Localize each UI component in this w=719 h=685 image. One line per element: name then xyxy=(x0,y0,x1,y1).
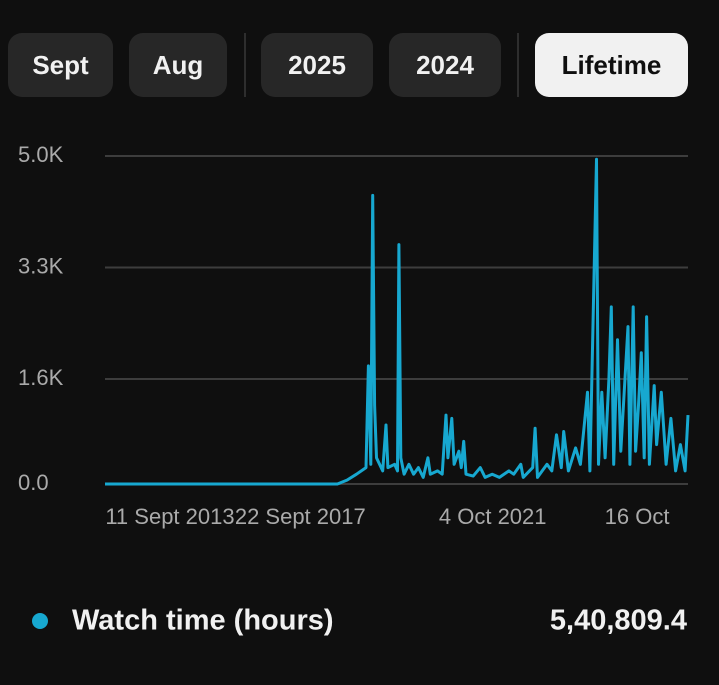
y-tick-label: 1.6K xyxy=(18,365,64,390)
tab[interactable]: Sept xyxy=(8,33,113,97)
separator xyxy=(517,33,519,97)
x-tick-label: 16 Oct xyxy=(605,504,670,529)
tab[interactable]: Lifetime xyxy=(535,33,688,97)
tab[interactable]: 2025 xyxy=(261,33,373,97)
x-tick-label: 22 Sept 2017 xyxy=(235,504,366,529)
y-tick-label: 0.0 xyxy=(18,470,49,495)
separator xyxy=(244,33,246,97)
line xyxy=(105,157,690,486)
tab[interactable]: Aug xyxy=(129,33,227,97)
total-value: 5,40,809.4 xyxy=(550,605,687,637)
y-tick-label: 3.3K xyxy=(18,253,64,278)
y-tick-label: 5.0K xyxy=(18,142,64,167)
x-tick-label: 4 Oct 2021 xyxy=(439,504,547,529)
legend-label: Watch time (hours) xyxy=(72,605,334,637)
tab[interactable]: 2024 xyxy=(389,33,501,97)
x-tick-label: 11 Sept 2013 xyxy=(105,504,234,529)
legend-marker xyxy=(32,613,48,629)
